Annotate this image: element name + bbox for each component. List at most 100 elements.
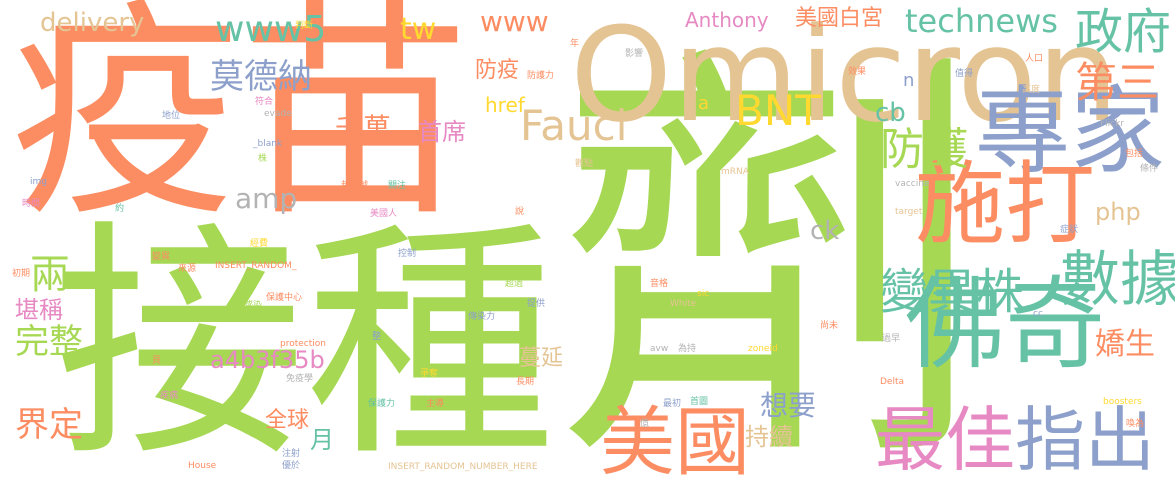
word-35: php xyxy=(1095,198,1141,226)
word-88: protection xyxy=(280,339,326,349)
word-28: 界定 xyxy=(15,405,83,445)
word-5: 施打 xyxy=(915,152,1095,257)
word-56: evade xyxy=(264,109,292,119)
word-111: 貝 xyxy=(152,356,162,366)
word-16: BNT xyxy=(735,86,821,135)
word-98: 免疫學 xyxy=(286,374,314,384)
word-9: 指出 xyxy=(1015,399,1155,481)
word-66: mRNA xyxy=(721,167,749,177)
word-49: 防護力 xyxy=(527,71,555,81)
word-32: href xyxy=(485,93,525,117)
word-104: 首圖 xyxy=(690,397,709,407)
word-55: 地位 xyxy=(162,111,181,121)
word-24: 美國白宮 xyxy=(795,6,884,31)
word-82: sic xyxy=(697,289,710,299)
word-27: 完整 xyxy=(15,322,83,362)
word-101: 保護力 xyxy=(368,399,396,409)
word-50: 效果 xyxy=(848,67,867,77)
word-77: 變異 xyxy=(152,252,171,262)
word-106: 喚為 xyxy=(1126,419,1145,429)
word-57: _blank xyxy=(253,139,283,149)
word-107: House xyxy=(188,461,217,471)
word-91: cc xyxy=(1033,309,1043,319)
word-51: 值得 xyxy=(955,69,974,79)
word-8: 最佳 xyxy=(875,399,1015,481)
word-53: 高度 xyxy=(1022,85,1041,95)
word-6: 佛奇 xyxy=(905,266,1105,383)
word-31: 防疫 xyxy=(475,58,520,83)
word-81: 音格 xyxy=(650,279,669,289)
word-4: 專家 xyxy=(975,77,1166,187)
word-46: 判斷 xyxy=(295,21,314,31)
word-19: delivery xyxy=(40,8,145,38)
word-112: 億 xyxy=(640,419,650,429)
word-102: 主導 xyxy=(426,399,445,409)
word-36: ck xyxy=(810,216,840,246)
word-62: 越來越 xyxy=(341,181,369,191)
word-44: a xyxy=(698,93,710,114)
word-43: 持續 xyxy=(745,423,793,451)
word-92: 過早 xyxy=(882,334,901,344)
word-78: 來源 xyxy=(178,264,197,274)
word-70: vaccine xyxy=(895,179,930,189)
word-39: 蔓延 xyxy=(519,346,564,371)
word-108: 注射 xyxy=(282,449,301,459)
word-30: 首席 xyxy=(418,118,466,146)
word-96: Delta xyxy=(880,377,905,387)
word-2: 劑 xyxy=(555,15,985,482)
word-17: 莫德納 xyxy=(210,57,312,97)
word-52: 人口 xyxy=(1025,54,1044,64)
word-10: 美國 xyxy=(600,398,751,482)
word-79: INSERT_RANDOM_ xyxy=(215,261,297,271)
word-14: 防護 xyxy=(880,124,968,175)
word-7: 數據 xyxy=(1060,245,1175,315)
word-97: 疾病 xyxy=(160,391,179,401)
word-80: 超過 xyxy=(505,279,524,289)
word-74: 症狀 xyxy=(1060,225,1079,235)
word-29: 千萬 xyxy=(335,112,392,145)
word-72: 說 xyxy=(515,207,525,217)
word-54: 符合 xyxy=(255,97,274,107)
word-34: amp xyxy=(235,182,298,215)
word-93: 整 xyxy=(372,332,382,342)
word-63: 關注 xyxy=(388,181,407,191)
word-105: boosters xyxy=(1103,397,1142,407)
word-68: 包括 xyxy=(1125,149,1144,159)
word-38: a4b3f35b xyxy=(210,346,325,374)
word-18: www5 xyxy=(215,9,327,50)
word-110: INSERT_RANDOM_NUMBER_HERE xyxy=(388,462,538,472)
word-67: Flickr xyxy=(1100,119,1125,129)
word-95: 為持 xyxy=(678,344,697,354)
word-21: tw xyxy=(400,12,437,47)
word-45: n xyxy=(903,70,915,91)
word-15: Fauci xyxy=(520,101,628,150)
word-22: technews xyxy=(905,2,1058,40)
word-85: 提供 xyxy=(527,299,546,309)
word-84: 保護中心 xyxy=(266,293,303,303)
word-87: 傳染力 xyxy=(468,312,496,322)
word-100: 長期 xyxy=(516,377,535,387)
word-47: 年 xyxy=(570,39,580,49)
word-48: 影響 xyxy=(625,49,644,59)
word-11: 政府 xyxy=(1075,4,1172,60)
word-73: 經費 xyxy=(250,239,269,249)
word-25: 兩 xyxy=(30,252,70,298)
word-109: 優於 xyxy=(282,461,301,471)
word-58: 株 xyxy=(258,154,268,164)
word-71: target xyxy=(895,207,923,217)
word-86: White xyxy=(670,299,697,309)
word-1: 接種 xyxy=(55,199,555,482)
word-20: www xyxy=(480,5,549,38)
word-41: 全球 xyxy=(265,408,310,433)
word-83: 感染 xyxy=(244,301,263,311)
word-13: 變異株 xyxy=(880,264,1025,320)
word-94: avw xyxy=(650,344,669,354)
word-23: Anthony xyxy=(685,8,769,32)
word-33: cb xyxy=(875,98,906,128)
word-60: 時間 xyxy=(22,199,41,209)
word-99: 爭奪 xyxy=(420,369,439,379)
word-37: 嬌生 xyxy=(1095,327,1155,362)
word-3: Omicron xyxy=(570,0,1120,151)
word-65: 觀點 xyxy=(575,159,594,169)
